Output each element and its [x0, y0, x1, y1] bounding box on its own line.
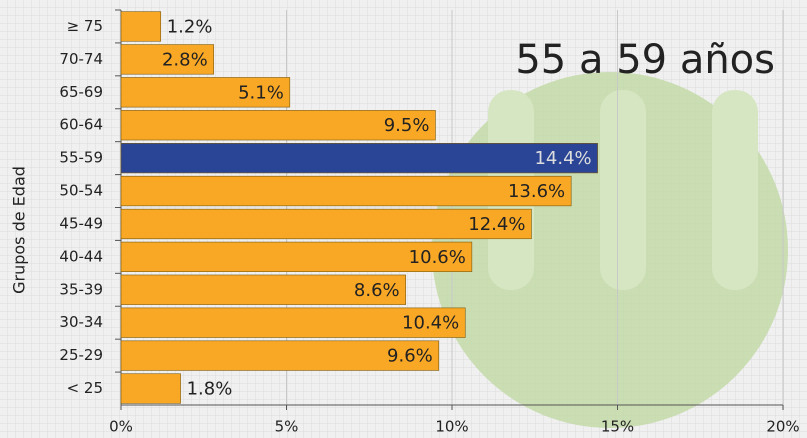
x-tick-label: 10%	[435, 418, 468, 436]
data-label: 10.6%	[409, 247, 466, 268]
y-tick-label: 25-29	[59, 346, 103, 364]
bar	[121, 374, 181, 404]
data-label: 5.1%	[238, 82, 284, 103]
y-tick-label: 60-64	[59, 116, 103, 134]
data-label: 9.5%	[384, 115, 430, 136]
bar	[121, 12, 161, 42]
y-axis-label: Grupos de Edad	[10, 166, 29, 294]
y-tick-label: 55-59	[59, 149, 103, 167]
data-label: 10.4%	[402, 313, 459, 334]
y-tick-label: 50-54	[59, 182, 103, 200]
data-label: 14.4%	[534, 148, 591, 169]
y-tick-label: 35-39	[59, 280, 103, 298]
bar	[121, 143, 598, 173]
annotation: 55 a 59 años	[515, 37, 775, 83]
data-label: 9.6%	[387, 346, 433, 367]
y-tick-label: 65-69	[59, 83, 103, 101]
x-tick-label: 15%	[601, 418, 634, 436]
y-tick-label: 45-49	[59, 214, 103, 232]
chart: 55 a 59 años Grupos de Edad 0% 5% 10% 15% 20…	[0, 0, 807, 438]
decoration	[432, 72, 788, 428]
data-label: 1.2%	[167, 16, 213, 37]
x-tick-label: 5%	[275, 418, 299, 436]
x-tick-label: 0%	[109, 418, 133, 436]
y-tick-label: 40-44	[59, 247, 103, 265]
y-tick-label: ≥ 75	[67, 17, 103, 35]
y-tick-label: 30-34	[59, 313, 103, 331]
y-tick-label: 70-74	[59, 50, 103, 68]
data-label: 2.8%	[162, 49, 208, 70]
data-label: 1.8%	[187, 379, 233, 400]
data-label: 12.4%	[468, 214, 525, 235]
x-tick-label: 20%	[766, 418, 799, 436]
bar	[121, 176, 571, 206]
data-label: 8.6%	[354, 280, 400, 301]
data-label: 13.6%	[508, 181, 565, 202]
y-tick-label: < 25	[67, 379, 103, 397]
